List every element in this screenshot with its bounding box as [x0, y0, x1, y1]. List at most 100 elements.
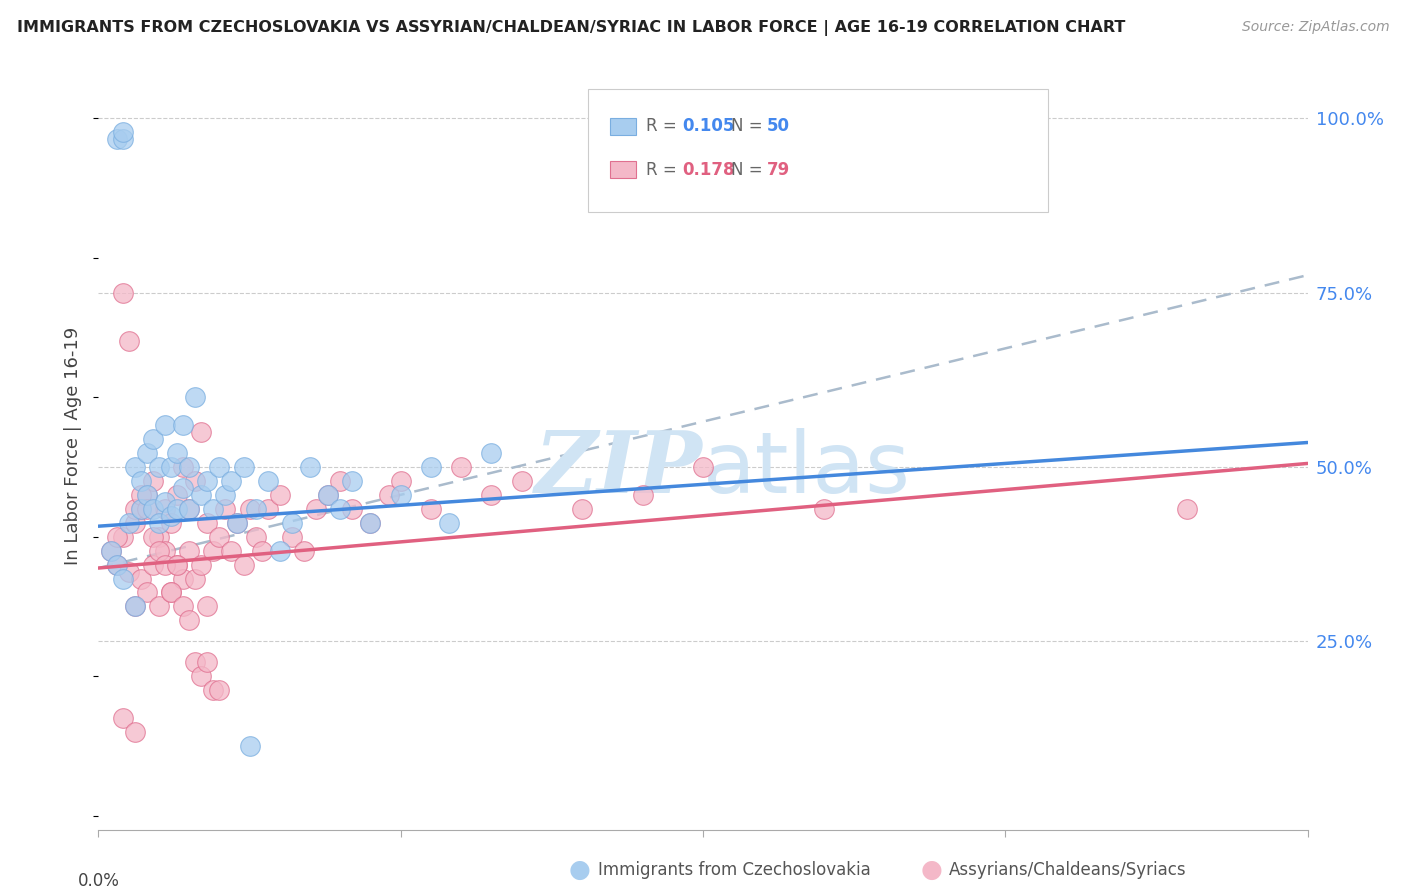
Point: [142, 530, 165, 544]
Point: [179, 459, 201, 474]
Point: [129, 572, 152, 586]
Point: [195, 599, 218, 614]
Point: [160, 516, 183, 530]
Point: [481, 446, 503, 460]
Point: [160, 585, 183, 599]
Point: [179, 501, 201, 516]
Text: Source: ZipAtlas.com: Source: ZipAtlas.com: [1241, 20, 1389, 34]
Point: [135, 488, 157, 502]
Point: [571, 501, 593, 516]
Point: [111, 572, 134, 586]
Point: [631, 488, 654, 502]
Point: [305, 501, 328, 516]
Point: [377, 488, 399, 502]
Point: [166, 488, 188, 502]
FancyBboxPatch shape: [610, 161, 637, 178]
Point: [100, 543, 122, 558]
Point: [202, 501, 225, 516]
Text: R =: R =: [647, 117, 682, 135]
Point: [190, 425, 212, 439]
Point: [299, 459, 322, 474]
Point: [148, 530, 170, 544]
Point: [148, 459, 170, 474]
Point: [226, 516, 249, 530]
Point: [124, 599, 146, 614]
Point: [250, 543, 273, 558]
Point: [160, 585, 183, 599]
Point: [166, 446, 188, 460]
Point: [245, 501, 267, 516]
Text: ●: ●: [920, 858, 942, 881]
Point: [437, 516, 460, 530]
Point: [360, 516, 382, 530]
Point: [389, 474, 412, 488]
Point: [142, 501, 165, 516]
Point: [153, 558, 176, 572]
Text: IMMIGRANTS FROM CZECHOSLOVAKIA VS ASSYRIAN/CHALDEAN/SYRIAC IN LABOR FORCE | AGE : IMMIGRANTS FROM CZECHOSLOVAKIA VS ASSYRI…: [17, 20, 1125, 36]
Point: [316, 488, 339, 502]
Point: [166, 501, 188, 516]
Point: [195, 655, 218, 669]
Point: [221, 543, 243, 558]
Point: [256, 474, 278, 488]
Point: [510, 474, 533, 488]
Text: atlas: atlas: [703, 427, 911, 510]
Point: [172, 418, 194, 433]
Point: [292, 543, 315, 558]
Text: ●: ●: [568, 858, 591, 881]
Point: [153, 543, 176, 558]
Point: [118, 334, 141, 349]
Point: [360, 516, 382, 530]
Point: [179, 543, 201, 558]
Point: [232, 558, 254, 572]
Point: [111, 711, 134, 725]
Point: [172, 572, 194, 586]
Text: Immigrants from Czechoslovakia: Immigrants from Czechoslovakia: [598, 861, 870, 879]
Point: [135, 585, 157, 599]
Point: [124, 516, 146, 530]
Point: [153, 501, 176, 516]
Text: Assyrians/Chaldeans/Syriacs: Assyrians/Chaldeans/Syriacs: [949, 861, 1187, 879]
Point: [105, 558, 128, 572]
Text: 0.105: 0.105: [682, 117, 735, 135]
Point: [692, 459, 714, 474]
Point: [195, 474, 218, 488]
Point: [148, 543, 170, 558]
Point: [166, 558, 188, 572]
Point: [420, 459, 443, 474]
Point: [172, 599, 194, 614]
Text: 79: 79: [768, 161, 790, 178]
Point: [1175, 501, 1198, 516]
Point: [208, 530, 231, 544]
Point: [342, 474, 364, 488]
Point: [813, 501, 835, 516]
Point: [153, 495, 176, 509]
Text: ZIP: ZIP: [536, 427, 703, 511]
Point: [226, 516, 249, 530]
Point: [129, 501, 152, 516]
Point: [208, 683, 231, 698]
Point: [184, 572, 207, 586]
Point: [111, 125, 134, 139]
Point: [481, 488, 503, 502]
Text: R =: R =: [647, 161, 682, 178]
Point: [135, 446, 157, 460]
Point: [239, 739, 262, 753]
Point: [269, 488, 291, 502]
Text: 0.0%: 0.0%: [77, 871, 120, 889]
Point: [179, 613, 201, 627]
Y-axis label: In Labor Force | Age 16-19: In Labor Force | Age 16-19: [65, 326, 83, 566]
FancyBboxPatch shape: [610, 118, 637, 135]
Point: [214, 501, 236, 516]
Point: [135, 501, 157, 516]
Point: [160, 508, 183, 523]
FancyBboxPatch shape: [588, 89, 1047, 212]
Text: 50: 50: [768, 117, 790, 135]
Point: [118, 565, 141, 579]
Point: [342, 501, 364, 516]
Point: [124, 501, 146, 516]
Point: [190, 669, 212, 683]
Point: [111, 530, 134, 544]
Point: [179, 501, 201, 516]
Point: [105, 530, 128, 544]
